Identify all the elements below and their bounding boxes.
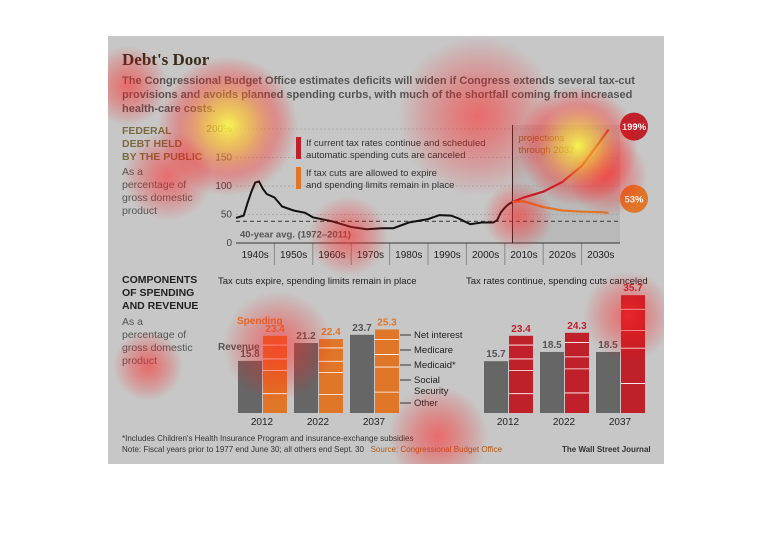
- tax-cuts-end-label: 53%: [624, 194, 644, 205]
- component-labels: Net interest Medicare Medicaid* SocialSecur…: [400, 330, 463, 409]
- revenue-bar: [238, 360, 262, 413]
- revenue-value-label: 18.5: [598, 340, 618, 351]
- revenue-value-label: 21.2: [296, 331, 316, 342]
- bar-chart-left: Tax cuts expire, spending limits remain …: [218, 276, 417, 428]
- x-tick-label: 2020s: [549, 250, 576, 261]
- y-tick-label: 50: [221, 210, 233, 221]
- spending-bar: [509, 335, 533, 413]
- x-tick-label: 1970s: [357, 250, 384, 261]
- components-section-title: COMPONENTS OF SPENDING AND REVENUE: [122, 274, 198, 313]
- x-tick-label: 2010s: [510, 250, 537, 261]
- credit: The Wall Street Journal: [562, 445, 651, 454]
- spending-value-label: 24.3: [567, 321, 587, 332]
- spending-series-label: Spending: [237, 316, 283, 327]
- y-tick-label: 0: [226, 238, 232, 249]
- component-label: Social: [414, 375, 440, 386]
- components-title-line: COMPONENTS: [122, 274, 198, 286]
- revenue-bar: [484, 361, 508, 413]
- current-rates-end-label: 199%: [622, 122, 647, 133]
- category-label: 2037: [609, 417, 632, 428]
- category-label: 2022: [307, 417, 330, 428]
- component-label-cont: Security: [414, 386, 449, 397]
- category-label: 2022: [553, 417, 576, 428]
- component-label: Other: [414, 398, 438, 409]
- component-label: Medicaid*: [414, 360, 456, 371]
- spending-value-label: 22.4: [321, 327, 341, 338]
- projection-label: through 2037: [518, 145, 574, 156]
- footnote: *Includes Children's Health Insurance Pr…: [122, 434, 414, 443]
- legend-text: If current tax rates continue and schedu…: [306, 138, 486, 149]
- source-text: Source: Congressional Budget Office: [370, 445, 503, 454]
- revenue-bar: [350, 334, 374, 413]
- spending-bar: [565, 332, 589, 413]
- x-tick-label: 1960s: [318, 250, 345, 261]
- spending-value-label: 35.7: [623, 283, 643, 294]
- bar-chart-right: Tax rates continue, spending cuts cancel…: [466, 276, 648, 428]
- revenue-bar: [596, 351, 620, 413]
- component-label: Net interest: [414, 330, 463, 341]
- fiscal-note: Note: Fiscal years prior to 1977 end Jun…: [122, 445, 502, 454]
- revenue-bar: [294, 343, 318, 413]
- y-tick-label: 100: [215, 181, 232, 192]
- projection-label: projections: [518, 133, 564, 144]
- x-tick-label: 1950s: [280, 250, 307, 261]
- legend-text: and spending limits remain in place: [306, 180, 454, 191]
- debt-legend: If current tax rates continue and schedu…: [296, 137, 486, 191]
- x-tick-label: 2000s: [472, 250, 499, 261]
- average-label: 40-year avg. (1972–2011): [240, 229, 351, 240]
- legend-swatch: [296, 167, 301, 189]
- revenue-value-label: 15.7: [486, 349, 506, 360]
- components-title-line: OF SPENDING: [122, 287, 195, 299]
- spending-bar: [621, 295, 645, 413]
- x-tick-label: 2030s: [587, 250, 614, 261]
- spending-value-label: 23.4: [511, 324, 531, 335]
- legend-text: automatic spending cuts are canceled: [306, 150, 466, 161]
- revenue-series-label: Revenue: [218, 342, 260, 353]
- infographic: Debt's Door The Congressional Budget Off…: [108, 36, 664, 464]
- components-subtitle-line: As a: [122, 316, 144, 328]
- spending-bar: [263, 335, 287, 413]
- spending-bar: [375, 329, 399, 413]
- y-tick-label: 150: [215, 153, 232, 164]
- category-label: 2037: [363, 417, 386, 428]
- category-label: 2012: [497, 417, 520, 428]
- category-label: 2012: [251, 417, 274, 428]
- revenue-value-label: 23.7: [352, 323, 372, 334]
- x-tick-label: 1940s: [242, 250, 269, 261]
- legend-text: If tax cuts are allowed to expire: [306, 168, 437, 179]
- y-tick-label: 200%: [206, 124, 232, 135]
- spending-value-label: 25.3: [377, 318, 397, 329]
- charts-canvas: 0 50 100 150 200% 1940s 1950s 1960s 1970s 1980s 19…: [206, 112, 648, 428]
- legend-swatch: [296, 137, 301, 159]
- component-label: Medicare: [414, 345, 453, 356]
- bar-chart-title: Tax cuts expire, spending limits remain …: [218, 276, 417, 287]
- bar-chart-title: Tax rates continue, spending cuts cancel…: [466, 276, 648, 287]
- spending-bar: [319, 339, 343, 413]
- revenue-value-label: 18.5: [542, 340, 562, 351]
- revenue-bar: [540, 351, 564, 413]
- x-tick-label: 1980s: [395, 250, 422, 261]
- x-tick-label: 1990s: [434, 250, 461, 261]
- note-text: Note: Fiscal years prior to 1977 end Jun…: [122, 445, 364, 454]
- components-title-line: AND REVENUE: [122, 300, 199, 312]
